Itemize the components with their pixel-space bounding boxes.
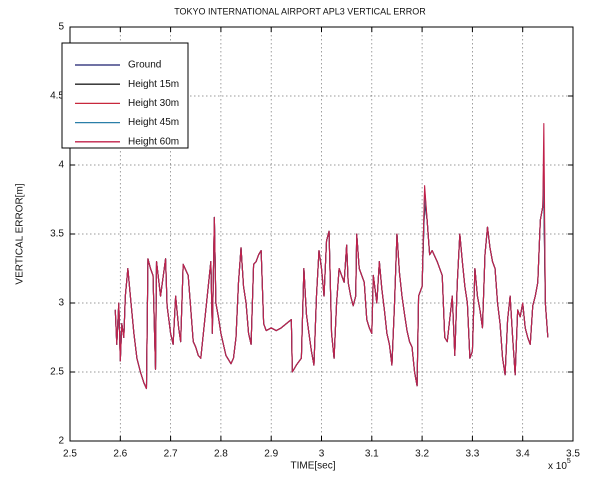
plot-frame [69, 26, 574, 442]
x-tick-label: 2.5 [63, 449, 77, 460]
legend: Ground Height 15m Height 30m Height 45m Heig… [61, 42, 189, 149]
y-tick-label: 3 [58, 298, 64, 309]
legend-label: Ground [128, 60, 161, 71]
x-tick-label: 2.7 [164, 449, 178, 460]
legend-label: Height 30m [128, 98, 179, 109]
x-tick-label: 2.8 [214, 449, 228, 460]
x-tick-label: 3.1 [365, 449, 379, 460]
x-tick-label: 2.9 [264, 449, 278, 460]
legend-box [61, 42, 189, 149]
y-tick-label: 2.5 [50, 367, 64, 378]
x-tick-label: 3 [319, 449, 325, 460]
x-multiplier-exponent: 5 [567, 458, 571, 465]
x-tick-label: 3.5 [566, 449, 580, 460]
legend-label: Height 60m [128, 136, 179, 147]
y-tick-label: 4.5 [50, 91, 64, 102]
series-line [114, 123, 549, 390]
x-tick-label: 3.2 [415, 449, 429, 460]
x-multiplier: x 105 [548, 458, 571, 472]
x-tick-label: 3.4 [516, 449, 530, 460]
x-tick-label: 3.3 [465, 449, 479, 460]
x-axis-label: TIME[sec] [290, 461, 335, 472]
y-tick-label: 3.5 [50, 229, 64, 240]
x-multiplier-base: x 10 [548, 461, 567, 472]
y-tick-label: 4 [58, 160, 64, 171]
legend-label: Height 45m [128, 117, 179, 128]
y-tick-label: 5 [58, 22, 64, 33]
y-axis-label: VERTICAL ERROR[m] [15, 183, 26, 284]
x-tick-label: 2.6 [113, 449, 127, 460]
legend-label: Height 15m [128, 79, 179, 90]
y-tick-label: 2 [58, 436, 64, 447]
chart-title: TOKYO INTERNATIONAL AIRPORT APL3 VERTICA… [174, 6, 426, 16]
